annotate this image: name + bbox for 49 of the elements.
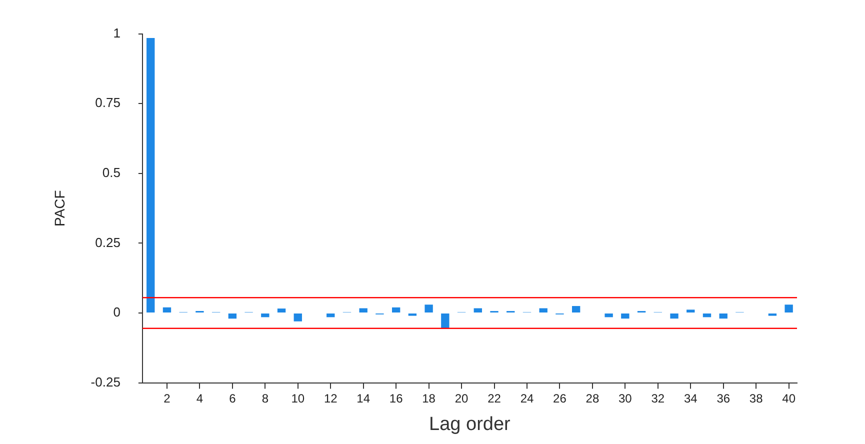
bar (719, 314, 728, 319)
x-tick-label: 10 (291, 391, 305, 406)
bar (670, 314, 678, 319)
bar (277, 308, 286, 312)
x-tick-label: 8 (262, 391, 269, 406)
x-tick-label: 40 (782, 391, 796, 406)
x-axis-title: Lag order (429, 414, 512, 435)
bar (146, 38, 155, 312)
x-tick-label: 24 (520, 391, 534, 406)
bar (162, 307, 172, 312)
x-tick-label: 6 (229, 391, 236, 406)
bar (604, 314, 613, 318)
bar (474, 308, 482, 312)
x-tick-label: 32 (651, 391, 665, 406)
bar (359, 308, 368, 312)
x-tick-label: 30 (618, 391, 632, 406)
x-tick-label: 16 (389, 391, 404, 406)
bar (261, 314, 270, 318)
x-tick-label: 34 (684, 391, 698, 406)
y-tick-label: 0.25 (95, 234, 120, 250)
bar (621, 314, 630, 319)
bar (228, 314, 237, 319)
x-tick-label: 2 (164, 391, 171, 406)
bar (326, 314, 335, 318)
y-tick-label: 1 (113, 25, 120, 40)
bar (424, 304, 433, 312)
y-tick-label: 0.75 (95, 95, 120, 110)
x-tick-label: 38 (749, 391, 764, 406)
y-tick-label: -0.25 (90, 374, 120, 390)
y-tick-label: 0.5 (102, 164, 120, 180)
x-tick-label: 18 (422, 391, 436, 406)
bar (702, 314, 712, 318)
bar (539, 308, 548, 312)
bar (392, 307, 400, 312)
x-tick-label: 20 (454, 391, 469, 406)
x-tick-label: 28 (586, 391, 600, 406)
bar (294, 314, 302, 322)
bar (784, 304, 793, 312)
x-tick-label: 22 (488, 391, 502, 406)
x-tick-label: 4 (196, 391, 204, 406)
x-tick-label: 26 (553, 391, 567, 406)
y-tick-label: 0 (113, 304, 120, 320)
y-axis-title: PACF (51, 190, 68, 226)
x-tick-label: 14 (356, 391, 370, 406)
bar (686, 310, 695, 312)
bar (572, 306, 580, 312)
bar (441, 314, 450, 328)
x-tick-label: 12 (324, 391, 338, 406)
x-tick-label: 36 (716, 391, 730, 406)
